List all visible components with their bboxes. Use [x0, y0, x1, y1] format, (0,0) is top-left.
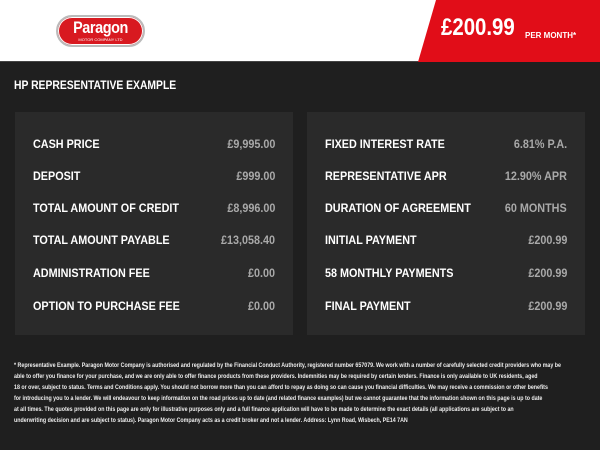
row-value: £0.00 [247, 266, 275, 280]
disclaimer: * Representative Example. Paragon Motor … [14, 360, 594, 426]
disclaimer-line: at all times. The quotes provided on thi… [14, 406, 514, 413]
row-value: £200.99 [527, 266, 567, 280]
right-panel: FIXED INTEREST RATE 6.81% P.A. REPRESENTAT… [307, 112, 585, 335]
section-title: HP REPRESENTATIVE EXAMPLE [14, 80, 177, 92]
disclaimer-line: underwriting decision and are subject to… [14, 417, 408, 424]
row-label: DEPOSIT [33, 169, 81, 183]
row-value: £8,996.00 [226, 201, 275, 215]
row-label: TOTAL AMOUNT OF CREDIT [33, 201, 179, 215]
logo-sub: MOTOR COMPANY LTD [78, 37, 123, 42]
row-label: FIXED INTEREST RATE [325, 137, 445, 151]
finance-row: FINAL PAYMENT £200.99 [325, 299, 567, 315]
disclaimer-line: for introducing you to a lender. We will… [14, 395, 543, 402]
row-label: FINAL PAYMENT [325, 299, 411, 313]
row-value: £200.99 [527, 299, 567, 313]
header: Paragon MOTOR COMPANY LTD £200.99 PER MO… [0, 0, 600, 62]
row-value: £999.00 [235, 169, 275, 183]
finance-row: FIXED INTEREST RATE 6.81% P.A. [325, 137, 567, 153]
row-label: TOTAL AMOUNT PAYABLE [33, 233, 170, 247]
finance-row: TOTAL AMOUNT OF CREDIT £8,996.00 [33, 201, 275, 217]
disclaimer-line: 18 or over, subject to status. Terms and… [14, 384, 548, 391]
left-panel: CASH PRICE £9,995.00 DEPOSIT £999.00 TOTAL A… [15, 112, 293, 335]
row-value: £13,058.40 [220, 233, 275, 247]
finance-row: DURATION OF AGREEMENT 60 MONTHS [325, 201, 567, 217]
row-label: REPRESENTATIVE APR [325, 169, 447, 183]
finance-row: OPTION TO PURCHASE FEE £0.00 [33, 299, 275, 315]
monthly-price: £200.99 [441, 14, 515, 41]
logo-name: Paragon [73, 18, 128, 37]
finance-row: ADMINISTRATION FEE £0.00 [33, 266, 275, 282]
row-value: 12.90% APR [504, 169, 567, 183]
finance-row: INITIAL PAYMENT £200.99 [325, 233, 567, 249]
finance-row: REPRESENTATIVE APR 12.90% APR [325, 169, 567, 185]
finance-row: CASH PRICE £9,995.00 [33, 137, 275, 153]
disclaimer-line: * Representative Example. Paragon Motor … [14, 362, 561, 369]
finance-row: DEPOSIT £999.00 [33, 169, 275, 185]
paragon-logo[interactable]: Paragon MOTOR COMPANY LTD [56, 15, 145, 47]
row-label: 58 MONTHLY PAYMENTS [325, 266, 454, 280]
row-label: DURATION OF AGREEMENT [325, 201, 471, 215]
row-value: 6.81% P.A. [513, 137, 567, 151]
disclaimer-line: able to offer you finance for your purch… [14, 373, 538, 380]
row-label: CASH PRICE [33, 137, 100, 151]
per-month-label: PER MONTH* [525, 31, 577, 40]
finance-row: 58 MONTHLY PAYMENTS £200.99 [325, 266, 567, 282]
row-label: OPTION TO PURCHASE FEE [33, 299, 180, 313]
row-value: £0.00 [247, 299, 275, 313]
price-banner [418, 0, 600, 62]
finance-row: TOTAL AMOUNT PAYABLE £13,058.40 [33, 233, 275, 249]
row-value: £9,995.00 [226, 137, 275, 151]
row-label: INITIAL PAYMENT [325, 233, 417, 247]
row-label: ADMINISTRATION FEE [33, 266, 150, 280]
row-value: £200.99 [527, 233, 567, 247]
row-value: 60 MONTHS [505, 201, 567, 215]
